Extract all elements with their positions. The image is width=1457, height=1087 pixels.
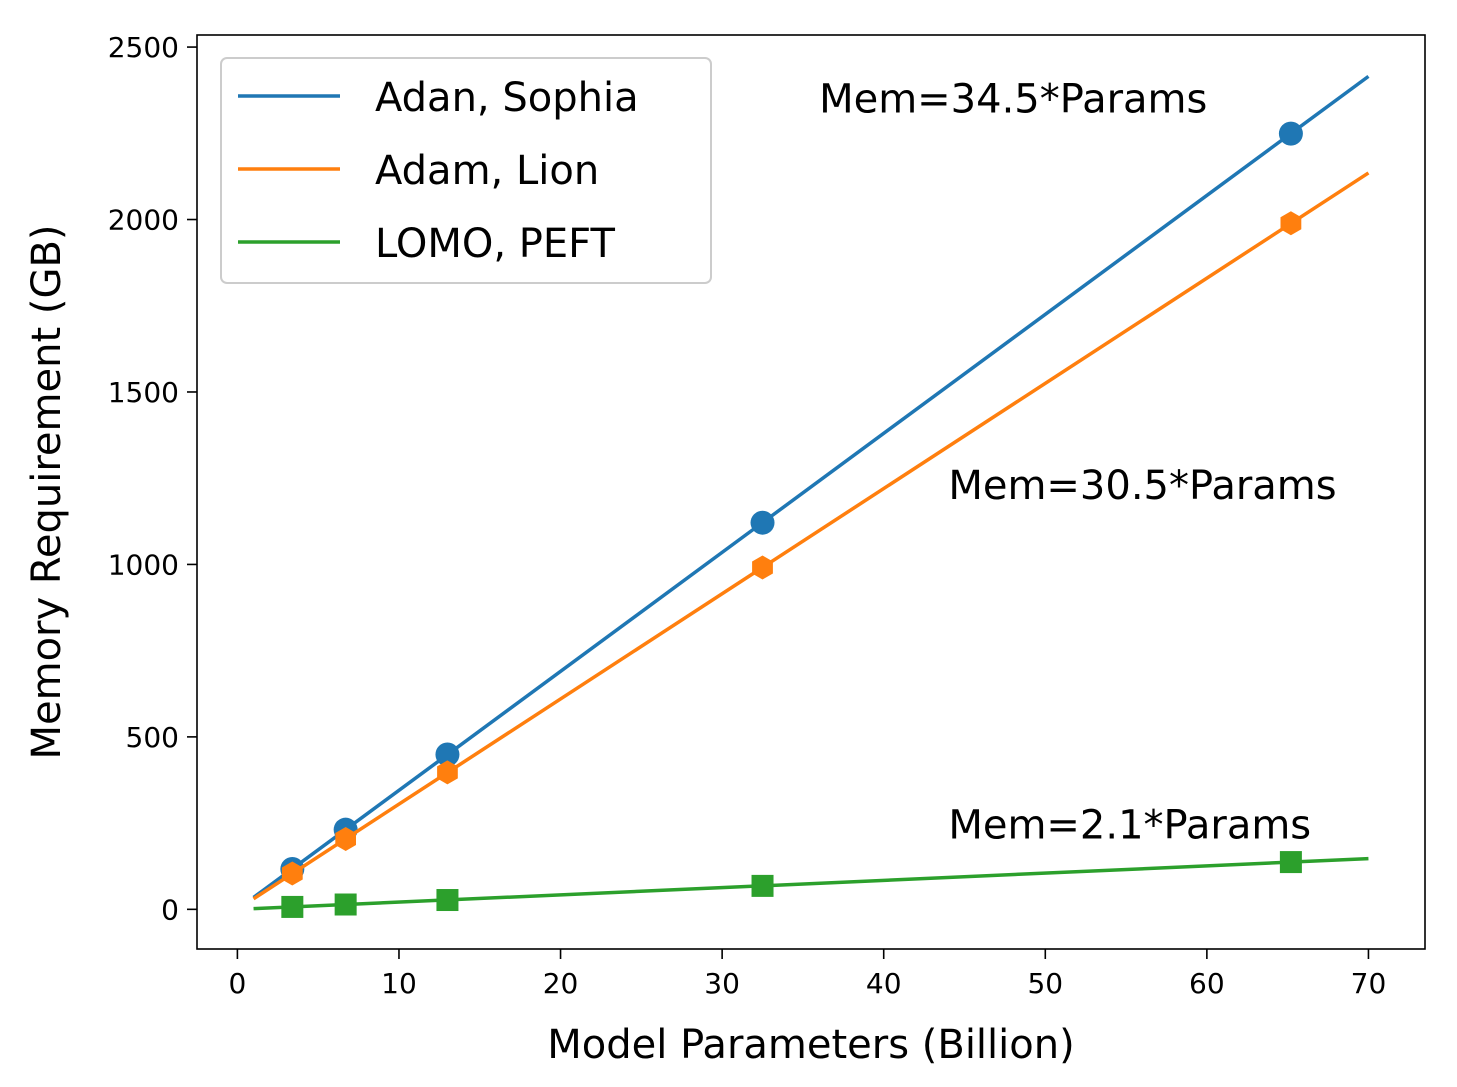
data-point bbox=[281, 861, 303, 886]
data-point bbox=[335, 827, 356, 851]
annotation-label: Mem=30.5*Params bbox=[948, 463, 1336, 509]
y-tick-label: 1000 bbox=[108, 548, 179, 581]
x-tick-label: 30 bbox=[704, 967, 740, 1000]
x-tick-label: 40 bbox=[866, 967, 902, 1000]
annotation-label: Mem=2.1*Params bbox=[948, 803, 1311, 849]
data-point bbox=[435, 742, 460, 767]
data-point bbox=[437, 760, 458, 785]
legend-label: LOMO, PEFT bbox=[375, 221, 615, 267]
y-axis: 0 500 1000 1500 2000 2500 bbox=[108, 31, 197, 926]
legend-label: Adan, Sophia bbox=[375, 75, 639, 121]
data-point bbox=[1278, 121, 1303, 146]
plot-frame bbox=[196, 34, 1426, 950]
x-axis: 0 10 20 30 40 50 60 70 bbox=[228, 949, 1386, 1000]
y-tick-label: 0 bbox=[161, 893, 179, 926]
legend: Adan, Sophia Adam, Lion LOMO, PEFT bbox=[220, 57, 712, 284]
data-point bbox=[751, 874, 774, 897]
legend-frame bbox=[220, 57, 712, 284]
data-point bbox=[1280, 211, 1302, 236]
series-1 bbox=[252, 171, 1370, 901]
y-tick-label: 2000 bbox=[108, 204, 179, 237]
x-tick-label: 20 bbox=[543, 967, 579, 1000]
x-tick-label: 10 bbox=[381, 967, 417, 1000]
y-tick-label: 1500 bbox=[108, 376, 179, 409]
y-axis-label: Memory Requirement (GB) bbox=[24, 225, 70, 760]
x-tick-label: 50 bbox=[1027, 967, 1063, 1000]
y-tick-label: 2500 bbox=[108, 31, 179, 64]
annotation-layer: Mem=34.5*Params Mem=30.5*Params Mem=2.1*Pa… bbox=[819, 77, 1337, 849]
data-point bbox=[750, 510, 775, 535]
annotation-label: Mem=34.5*Params bbox=[819, 77, 1207, 123]
x-tick-label: 60 bbox=[1189, 967, 1225, 1000]
data-point bbox=[334, 893, 357, 916]
x-tick-label: 0 bbox=[228, 967, 246, 1000]
x-axis-label: Model Parameters (Billion) bbox=[547, 1022, 1074, 1068]
data-point bbox=[281, 895, 304, 918]
y-tick-label: 500 bbox=[126, 721, 179, 754]
data-point bbox=[436, 889, 459, 912]
x-tick-label: 70 bbox=[1351, 967, 1387, 1000]
data-point bbox=[1279, 851, 1302, 874]
series-layer bbox=[252, 74, 1370, 918]
legend-label: Adam, Lion bbox=[375, 148, 599, 194]
series-2 bbox=[253, 851, 1369, 918]
data-point bbox=[752, 555, 773, 580]
